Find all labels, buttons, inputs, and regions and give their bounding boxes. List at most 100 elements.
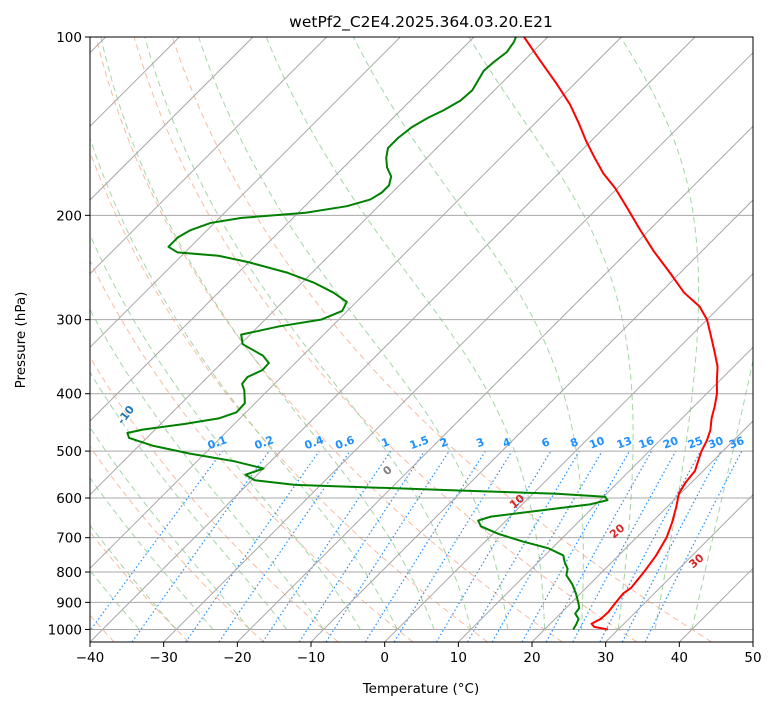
dry-adiabat — [171, 37, 712, 642]
moist-adiabat — [90, 569, 140, 630]
mixing-ratio-label: 16 — [637, 434, 656, 452]
isotherm — [457, 346, 753, 642]
isotherm — [90, 37, 622, 570]
isotherm — [163, 51, 753, 642]
moist-adiabat — [468, 37, 634, 630]
dry-adiabat-label: -10 — [115, 403, 138, 427]
moist-adiabat-label: 40 — [756, 581, 775, 601]
moist-adiabat-label: 10 — [507, 492, 527, 512]
x-tick-label: −10 — [297, 650, 326, 666]
moist-adiabat — [353, 37, 584, 630]
isotherm — [678, 567, 753, 642]
moist-adiabat — [620, 37, 700, 630]
dry-adiabat — [90, 150, 488, 642]
y-tick-label: 200 — [56, 208, 82, 224]
dry-adiabat — [90, 445, 264, 642]
moist-adiabat — [90, 308, 324, 630]
y-tick-label: 1000 — [48, 622, 82, 638]
isotherm — [90, 37, 696, 642]
mixing-ratio-label: 13 — [615, 434, 634, 451]
data-layer — [126, 37, 719, 631]
moist-adiabat — [90, 371, 288, 630]
mixing-ratio-label: 3 — [474, 435, 486, 450]
mixing-ratio-label: 1 — [380, 435, 392, 450]
axis-ticks: −40 −30 −20 −10 0 10 20 30 40 5010020030040050060… — [48, 30, 762, 666]
mixing-ratio-line — [599, 450, 702, 642]
x-tick-label: −30 — [149, 650, 178, 666]
y-tick-label: 100 — [56, 30, 82, 46]
y-tick-label: 600 — [56, 491, 82, 507]
mixing-ratio-label: 0.2 — [253, 433, 276, 452]
x-tick-label: −40 — [76, 650, 105, 666]
mixing-ratio-line — [364, 450, 486, 642]
x-tick-label: −20 — [223, 650, 252, 666]
moist-adiabat — [691, 358, 753, 630]
y-tick-label: 300 — [56, 313, 82, 329]
dry-adiabat — [90, 259, 414, 642]
isotherm — [310, 199, 753, 642]
mixing-ratio-line — [644, 450, 743, 642]
mixing-ratio-label: 30 — [706, 434, 725, 452]
mixing-ratio-label: 6 — [540, 435, 552, 450]
chart-title: wetPf2_C2E4.2025.364.03.20.E21 — [289, 13, 553, 32]
isotherm — [236, 125, 753, 642]
isotherm — [605, 493, 753, 642]
dry-adiabat — [133, 37, 638, 642]
isotherm — [90, 37, 328, 275]
x-axis-label: Temperature (°C) — [362, 681, 480, 697]
mixing-ratio-label: 4 — [501, 435, 513, 450]
plot-frame — [89, 36, 754, 643]
mixing-ratio-line — [131, 450, 270, 642]
mixing-ratio-line — [185, 450, 320, 642]
mixing-ratio-label: 2 — [438, 435, 450, 450]
mixing-ratio-label: 0.6 — [334, 433, 357, 452]
moist-adiabat — [90, 233, 361, 630]
y-tick-label: 500 — [56, 444, 82, 460]
moist-adiabat — [90, 524, 177, 630]
y-tick-label: 700 — [56, 531, 82, 547]
mixing-ratio-label: 25 — [686, 434, 705, 451]
mixing-ratio-line — [435, 450, 552, 642]
moist-adiabat — [100, 37, 435, 630]
line-labels: -100-90-80-70-60-50-40-30-20-100.10.20.4… — [115, 403, 775, 601]
moist-adiabat — [90, 136, 398, 630]
moist-adiabat-label: 30 — [687, 551, 707, 571]
temperature-line — [523, 37, 719, 631]
mixing-ratio-line — [298, 450, 425, 642]
mixing-ratio-line — [325, 450, 450, 642]
x-tick-label: 10 — [450, 650, 467, 666]
isotherm — [752, 641, 753, 642]
x-tick-label: 30 — [597, 650, 614, 666]
mixing-ratio-line — [393, 450, 513, 642]
x-tick-label: 50 — [744, 650, 761, 666]
moist-adiabat — [198, 37, 509, 630]
dry-adiabat — [95, 37, 563, 642]
isotherm — [90, 37, 549, 496]
moist-adiabat-label: 0 — [380, 463, 394, 478]
mixing-ratio-label: 0.1 — [206, 433, 229, 452]
x-tick-label: 0 — [380, 650, 389, 666]
dewpoint-line — [126, 37, 609, 630]
isotherm — [531, 420, 753, 642]
isotherm — [90, 37, 254, 201]
mixing-ratio-line — [218, 450, 351, 642]
mixing-ratio-line — [262, 450, 392, 642]
grid-layer — [90, 37, 753, 642]
mixing-ratio-line — [545, 450, 653, 642]
y-tick-label: 800 — [56, 565, 82, 581]
moist-adiabat — [265, 37, 546, 630]
x-tick-label: 20 — [523, 650, 540, 666]
isotherm — [384, 272, 753, 642]
mixing-ratio-line — [572, 450, 677, 642]
mixing-ratio-label: 20 — [661, 434, 680, 452]
x-tick-label: 40 — [671, 650, 688, 666]
mixing-ratio-label: 1.5 — [408, 433, 431, 452]
moist-adiabat-label: 20 — [607, 521, 627, 541]
y-axis-label: Pressure (hPa) — [13, 292, 29, 389]
mixing-ratio-line — [621, 450, 722, 642]
mixing-ratio-label: 0.4 — [303, 433, 326, 452]
moist-adiabat — [90, 426, 251, 630]
mixing-ratio-label: 36 — [727, 434, 746, 452]
mixing-ratio-label: 8 — [568, 435, 580, 450]
